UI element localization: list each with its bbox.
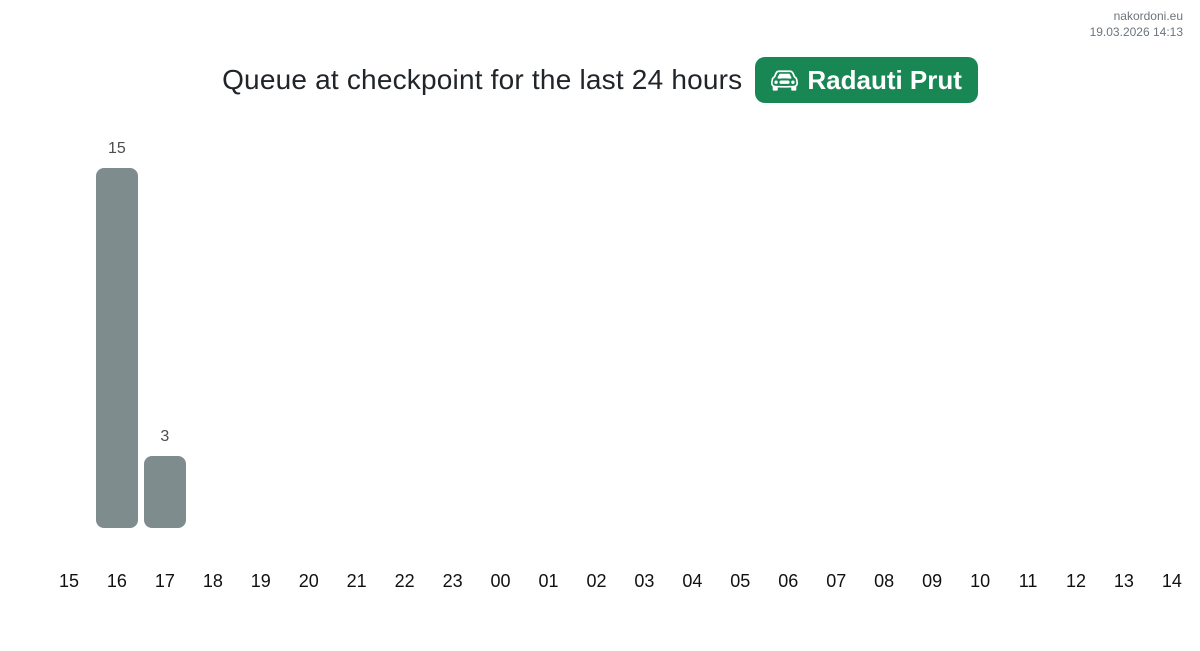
x-tick-09: 09 [922, 571, 943, 591]
x-tick-17: 17 [154, 571, 175, 591]
x-tick-13: 13 [1113, 571, 1134, 591]
chart-title: Queue at checkpoint for the last 24 hour… [222, 64, 743, 95]
bar-hour-16 [95, 168, 138, 528]
x-tick-21: 21 [346, 571, 367, 591]
watermark-timestamp: 19.03.2026 14:13 [1089, 25, 1183, 39]
bar-slot-01 [525, 138, 573, 528]
x-tick-04: 04 [682, 571, 703, 591]
bar-slot-17: 3 [141, 138, 189, 528]
bar-slot-23 [429, 138, 477, 528]
chart-header: Queue at checkpoint for the last 24 hour… [0, 57, 1200, 103]
bar-value-label: 3 [160, 428, 170, 445]
bar-plot: 15 3 [45, 138, 1196, 528]
x-tick-12: 12 [1065, 571, 1086, 591]
bar-slot-09 [908, 138, 956, 528]
x-tick-03: 03 [634, 571, 655, 591]
bar-hour-17 [143, 456, 186, 528]
x-tick-00: 00 [490, 571, 511, 591]
bar-slot-15 [45, 138, 93, 528]
x-tick-06: 06 [778, 571, 799, 591]
x-tick-10: 10 [970, 571, 991, 591]
bar-slot-02 [572, 138, 620, 528]
bar-slot-07 [812, 138, 860, 528]
car-icon [771, 67, 799, 94]
bar-slot-20 [285, 138, 333, 528]
bar-slot-22 [381, 138, 429, 528]
bar-slot-16: 15 [93, 138, 141, 528]
x-tick-05: 05 [730, 571, 751, 591]
x-tick-22: 22 [394, 571, 415, 591]
x-tick-11: 11 [1018, 571, 1038, 591]
bar-slot-10 [956, 138, 1004, 528]
checkpoint-name: Radauti Prut [807, 64, 962, 95]
watermark-site: nakordoni.eu [1113, 9, 1183, 23]
x-tick-20: 20 [298, 571, 319, 591]
x-tick-08: 08 [874, 571, 895, 591]
x-tick-16: 16 [106, 571, 127, 591]
x-axis: 15 16 17 18 19 20 21 22 23 00 01 02 03 04 05 06 07 08 09 10… [45, 571, 1196, 592]
bar-slot-05 [716, 138, 764, 528]
bar-value-label: 15 [108, 140, 126, 157]
bar-slot-08 [860, 138, 908, 528]
bar-slot-00 [477, 138, 525, 528]
x-tick-19: 19 [250, 571, 271, 591]
x-tick-02: 02 [586, 571, 607, 591]
watermark: nakordoni.eu 19.03.2026 14:13 [1090, 8, 1183, 40]
bar-slot-06 [764, 138, 812, 528]
checkpoint-badge[interactable]: Radauti Prut [755, 57, 978, 103]
bar-slot-19 [237, 138, 285, 528]
bar-slot-21 [333, 138, 381, 528]
x-tick-15: 15 [58, 571, 79, 591]
x-tick-07: 07 [826, 571, 847, 591]
bar-slot-13 [1100, 138, 1148, 528]
bar-slot-11 [1004, 138, 1052, 528]
bar-slot-03 [620, 138, 668, 528]
x-tick-14: 14 [1161, 571, 1182, 591]
x-tick-01: 01 [538, 571, 559, 591]
x-tick-18: 18 [202, 571, 223, 591]
bar-slot-12 [1052, 138, 1100, 528]
bar-slot-04 [668, 138, 716, 528]
bar-slot-14 [1148, 138, 1196, 528]
x-tick-23: 23 [442, 571, 463, 591]
bar-slot-18 [189, 138, 237, 528]
